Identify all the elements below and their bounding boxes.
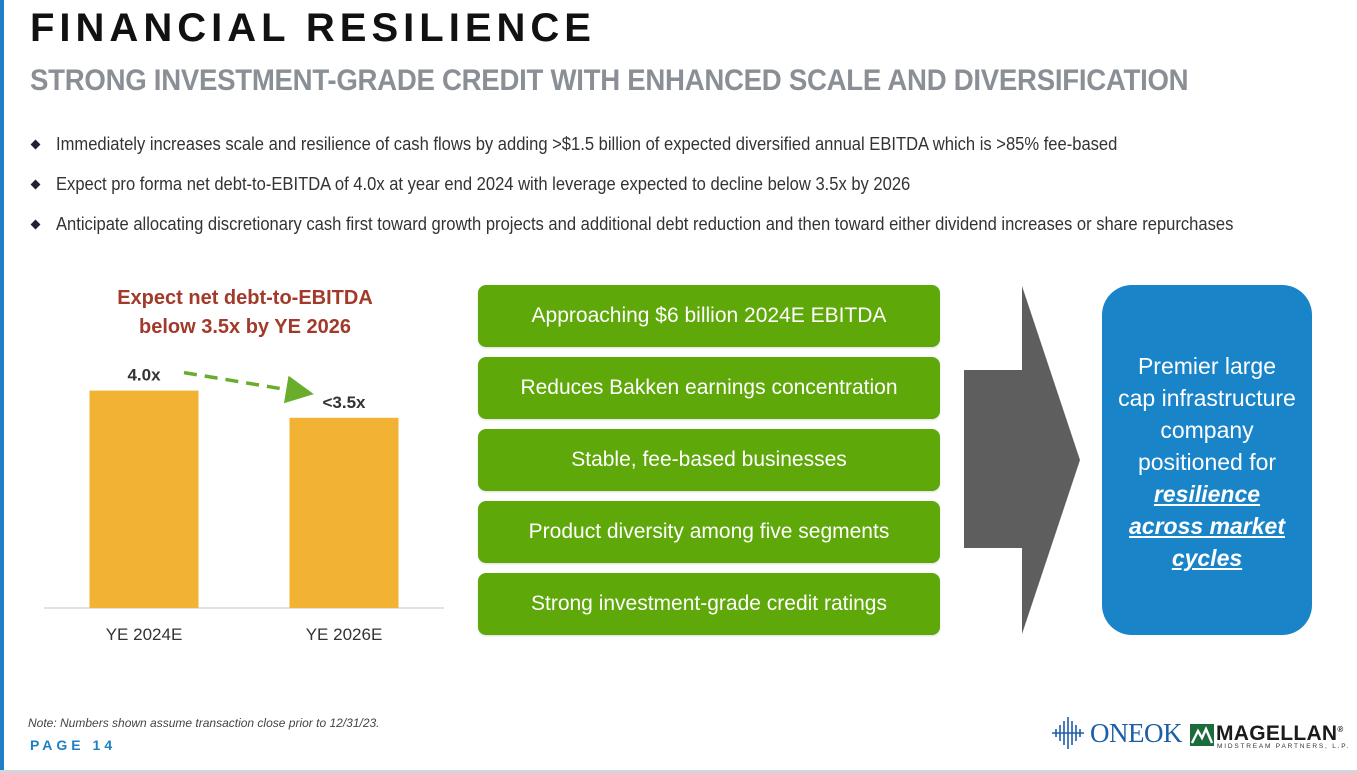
- bullet-text: Expect pro forma net debt-to-EBITDA of 4…: [56, 174, 911, 194]
- footnote: Note: Numbers shown assume transaction c…: [28, 716, 380, 730]
- highlight-credit-ratings: Strong investment-grade credit ratings: [478, 573, 940, 635]
- bar-ye-2024e: [89, 390, 199, 608]
- highlight-diversity: Product diversity among five segments: [478, 501, 940, 563]
- conclusion-emphasis: across market: [1129, 513, 1285, 539]
- page-number: PAGE 14: [30, 737, 117, 753]
- bar-value-label: <3.5x: [322, 393, 366, 412]
- category-label: YE 2026E: [306, 625, 383, 644]
- bottom-divider: [0, 770, 1357, 773]
- conclusion-line: cap infrastructure: [1118, 385, 1296, 411]
- category-label: YE 2024E: [106, 625, 183, 644]
- decline-arrow: [183, 370, 314, 404]
- oneok-diamond-icon: [1052, 717, 1084, 749]
- magellan-wordmark: MAGELLAN®: [1216, 722, 1344, 745]
- conclusion-line: Premier large: [1137, 353, 1277, 379]
- page-subtitle: STRONG INVESTMENT-GRADE CREDIT WITH ENHA…: [30, 64, 1189, 97]
- highlight-fee-based: Stable, fee-based businesses: [478, 429, 940, 491]
- diamond-bullet-icon: [30, 139, 41, 150]
- chart-title: Expect net debt-to-EBITDA below 3.5x by …: [80, 284, 410, 342]
- bullet-text: Anticipate allocating discretionary cash…: [56, 214, 1234, 234]
- chart-title-line: below 3.5x by YE 2026: [139, 316, 351, 338]
- chevron-arrow-icon: [964, 286, 1080, 634]
- conclusion-line: positioned for: [1137, 449, 1277, 475]
- diamond-bullet-icon: [30, 179, 41, 190]
- page-title: FINANCIAL RESILIENCE: [30, 6, 596, 50]
- bar-ye-2026e: [289, 417, 399, 608]
- leverage-bar-chart: 4.0x <3.5x YE 2024E YE 2026E: [44, 366, 444, 644]
- diamond-bullet-icon: [30, 219, 41, 230]
- conclusion-emphasis: resilience: [1153, 481, 1261, 507]
- magellan-subtitle: MIDSTREAM PARTNERS, L.P.: [1217, 743, 1351, 750]
- bullet-text: Immediately increases scale and resilien…: [56, 134, 1118, 154]
- oneok-wordmark: ONEOK: [1090, 717, 1183, 748]
- chart-title-line: Expect net debt-to-EBITDA: [117, 287, 373, 309]
- conclusion-box: Premier large cap infrastructure company…: [1102, 285, 1312, 635]
- bar-value-label: 4.0x: [127, 366, 161, 385]
- conclusion-line: company: [1160, 417, 1254, 443]
- oneok-logo: ONEOK: [1050, 715, 1183, 751]
- highlight-bakken: Reduces Bakken earnings concentration: [478, 357, 940, 419]
- magellan-mountain-icon: [1190, 724, 1214, 746]
- left-accent-bar: [0, 0, 4, 773]
- conclusion-emphasis: cycles: [1171, 545, 1243, 571]
- highlight-ebitda: Approaching $6 billion 2024E EBITDA: [478, 285, 940, 347]
